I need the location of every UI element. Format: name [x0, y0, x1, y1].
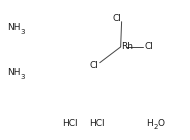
- Text: 2: 2: [154, 124, 158, 130]
- Text: Rh: Rh: [121, 42, 133, 51]
- Text: O: O: [158, 119, 165, 128]
- Text: 3: 3: [21, 74, 25, 80]
- Text: HCl: HCl: [89, 119, 105, 128]
- Text: NH: NH: [8, 24, 21, 32]
- Text: 3: 3: [21, 29, 25, 35]
- Text: Cl: Cl: [90, 61, 98, 70]
- Text: NH: NH: [8, 68, 21, 77]
- Text: Cl: Cl: [112, 14, 121, 23]
- Text: HCl: HCl: [63, 119, 78, 128]
- Text: Cl: Cl: [144, 42, 153, 51]
- Text: H: H: [146, 119, 153, 128]
